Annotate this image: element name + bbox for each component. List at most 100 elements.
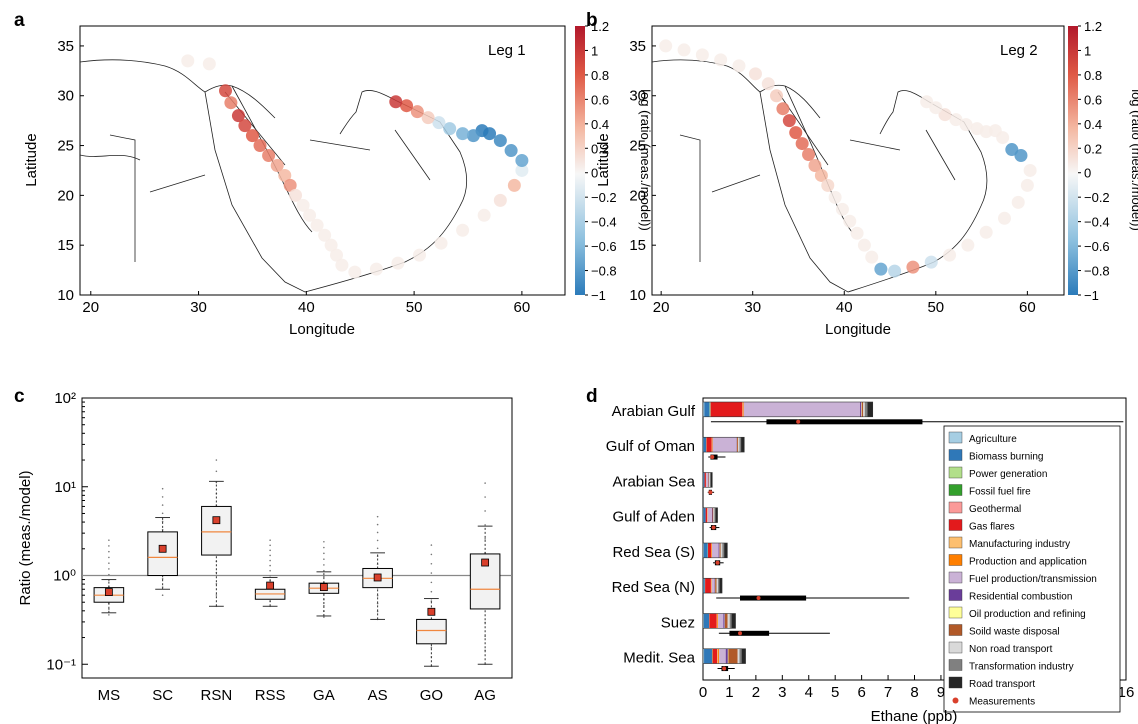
x-tick-label: 3 — [778, 684, 786, 701]
track-point — [888, 264, 902, 278]
track-points-leg2 — [659, 39, 1037, 278]
flier-point — [108, 545, 110, 547]
track-point — [507, 178, 521, 192]
flier-point — [484, 524, 486, 526]
stacked-bar-segment — [742, 402, 744, 417]
mean-marker — [319, 583, 328, 592]
legend-swatch — [948, 589, 963, 601]
track-point — [821, 178, 835, 192]
legend-swatch — [948, 536, 963, 549]
flier-point — [323, 558, 325, 560]
colorbar-tick-label: 0.8 — [1084, 68, 1102, 83]
stacked-bar-segment — [743, 402, 861, 417]
x-tick-label: 30 — [744, 299, 761, 316]
measurement-box — [740, 595, 807, 601]
legend-swatch — [948, 484, 963, 496]
measurement-point — [756, 596, 761, 601]
track-point — [1005, 143, 1019, 157]
colorbar-tick-label: −0.6 — [591, 239, 617, 254]
colorbar-tick-label: −0.6 — [1084, 239, 1110, 254]
x-tick-label: 9 — [937, 684, 945, 701]
stacked-bar-segment — [863, 402, 865, 417]
track-point — [253, 139, 267, 153]
colorbar-tick-label: 1.2 — [591, 19, 609, 34]
legend-swatch — [948, 641, 963, 654]
flier-point — [376, 539, 379, 542]
colorbar-tick-label: −0.4 — [591, 215, 617, 230]
legend-label: Measurements — [969, 697, 1035, 708]
category-label: RSS — [255, 687, 286, 704]
category-label: Red Sea (N) — [612, 579, 695, 596]
flier-point — [430, 572, 433, 574]
y-tick-label: 30 — [629, 88, 646, 105]
track-point — [391, 256, 405, 270]
stacked-bar-segment — [738, 437, 740, 453]
track-point — [979, 225, 993, 239]
stacked-bar-segment — [712, 648, 718, 664]
colorbar-label: log (ratio (meas./model)) — [638, 89, 653, 231]
track-point — [219, 84, 232, 98]
stacked-bar-segment — [704, 402, 710, 417]
y-tick-label: 20 — [57, 187, 74, 204]
stacked-bar-segment — [718, 648, 720, 664]
track-point — [443, 122, 457, 136]
y-axis-label: Ratio (meas./model) — [17, 470, 34, 605]
flier-point — [484, 538, 486, 540]
stacked-bar-segment — [741, 648, 746, 664]
x-tick-label: 7 — [884, 684, 892, 701]
stacked-bar-segment — [729, 613, 732, 629]
map-axes: 20 30 40 50 60 10 15 20 25 30 35 — [57, 38, 530, 316]
legend-label: Gas flares — [969, 522, 1015, 533]
category-label: Arabian Sea — [612, 473, 695, 490]
track-point — [477, 208, 491, 222]
mean-marker — [481, 558, 490, 567]
stacked-bar-segment — [714, 578, 715, 594]
x-axis-label: Longitude — [289, 321, 355, 338]
y-axis-label: Latitude — [595, 133, 612, 186]
stacked-bar-segment — [703, 613, 710, 629]
stacked-bar-segment — [739, 437, 742, 453]
stacked-bar-segment — [727, 648, 729, 664]
y-tick-label: 10⁻¹ — [46, 656, 76, 673]
track-point — [303, 208, 317, 222]
y-tick-label: 25 — [57, 138, 74, 155]
colorbar-ticks: 1.2 1 0.8 0.6 0.4 0.2 0 −0.2 −0.4 −0.6 −0.8 −1 — [1078, 19, 1110, 303]
stacked-bar-segment — [705, 578, 711, 594]
category-label: Suez — [661, 614, 695, 631]
flier-point — [215, 594, 218, 596]
track-point — [802, 148, 816, 162]
y-tick-label: 35 — [629, 38, 646, 55]
colorbar-tick-label: −0.2 — [1084, 190, 1110, 205]
track-point — [732, 59, 746, 73]
stacked-bar-segment — [712, 507, 714, 523]
colorbar-tick-label: 1 — [591, 43, 598, 58]
legend-label: Production and application — [969, 557, 1087, 568]
stacked-bar-segment — [703, 543, 708, 558]
track-point — [231, 109, 245, 123]
mean-marker — [266, 581, 275, 590]
track-point — [410, 105, 424, 119]
track-point — [270, 158, 284, 172]
x-tick-label: 20 — [653, 299, 670, 316]
flier-point — [269, 539, 271, 541]
colorbar-tick-label: 1.2 — [1084, 19, 1102, 34]
colorbar-tick-label: −0.8 — [1084, 264, 1110, 279]
legend-swatch — [948, 431, 963, 444]
mean-marker — [158, 544, 167, 553]
legend-swatch — [952, 697, 959, 704]
colorbar-tick-label: −1 — [1084, 288, 1099, 303]
stacked-bar-outline — [702, 648, 746, 664]
x-tick-label: 0 — [699, 684, 707, 701]
stacked-bar-segment — [708, 472, 710, 488]
flier-point — [430, 646, 433, 649]
y-tick-label: 15 — [629, 237, 646, 254]
stacked-bar-segment — [742, 402, 743, 417]
box — [416, 618, 447, 645]
colorbar-tick-label: 0.4 — [1084, 117, 1102, 132]
stacked-bar-segment — [709, 472, 710, 488]
track-point — [920, 95, 934, 109]
category-label: SC — [152, 687, 173, 704]
flier-point — [161, 520, 164, 523]
flier-point — [376, 523, 379, 526]
